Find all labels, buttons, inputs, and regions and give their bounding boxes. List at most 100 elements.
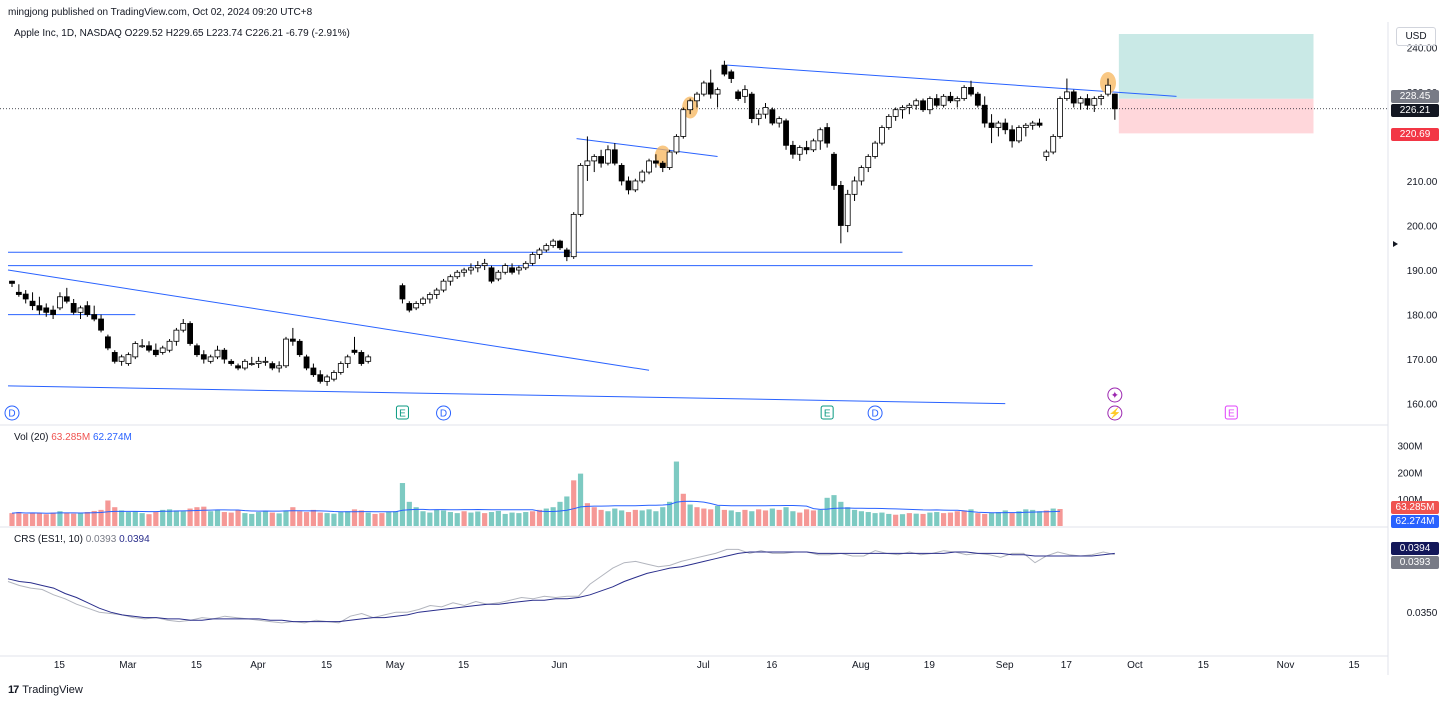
candle-body <box>289 338 296 342</box>
volume-bar <box>297 511 303 526</box>
volume-bar <box>310 509 316 526</box>
candle-body <box>995 122 1002 128</box>
candle-body <box>146 345 152 351</box>
volume-axis-tick: 200M <box>1397 468 1422 479</box>
volume-bar <box>50 512 56 526</box>
candle-body <box>947 95 954 102</box>
candle-body <box>584 160 591 166</box>
volume-bar <box>954 511 960 526</box>
crs-label[interactable]: CRS (ES1!, 10) <box>14 534 83 545</box>
volume-bar <box>187 508 193 526</box>
volume-bar <box>838 501 844 526</box>
volume-axis-tick: 300M <box>1397 441 1422 452</box>
volume-bar <box>735 512 741 526</box>
volume-bar <box>749 511 755 526</box>
volume-bar <box>440 510 447 526</box>
candle-body <box>132 343 139 358</box>
candle-body <box>454 271 461 278</box>
candle-body <box>70 303 77 313</box>
dividend-marker <box>867 405 883 421</box>
time-axis-tick: Apr <box>250 660 266 671</box>
candle-body <box>481 262 488 266</box>
volume-bar <box>43 514 49 526</box>
candle-body <box>742 89 748 97</box>
volume-bar <box>995 512 1001 526</box>
event-marker-label: ✦ <box>1111 391 1119 402</box>
volume-bar <box>454 513 460 526</box>
time-axis-tick: Oct <box>1127 660 1143 671</box>
volume-bar <box>406 501 412 526</box>
volume-tag: 63.285M <box>1391 501 1439 514</box>
candle-body <box>611 149 618 164</box>
volume-bar <box>105 500 111 526</box>
candle-body <box>803 147 810 151</box>
volume-bar <box>331 513 337 526</box>
volume-bar <box>23 513 29 526</box>
volume-bar <box>1030 509 1036 526</box>
volume-bar <box>393 511 399 526</box>
volume-bar <box>153 512 159 526</box>
volume-bar <box>776 509 782 526</box>
candle-body <box>899 107 906 111</box>
volume-bar <box>386 512 392 526</box>
volume-bar <box>262 511 269 526</box>
candle-body <box>851 180 858 195</box>
volume-bar <box>564 496 570 526</box>
candle-body <box>824 127 831 144</box>
volume-bar <box>673 461 680 526</box>
volume-bar <box>742 509 748 526</box>
volume-bar <box>783 507 789 526</box>
crs-line <box>7 548 1115 624</box>
candle-body <box>358 352 365 364</box>
volume-legend: Vol (20) 63.285M 62.274M <box>14 432 132 443</box>
time-axis-tick: Nov <box>1277 660 1295 671</box>
crs-tag: 0.0393 <box>1391 556 1439 569</box>
volume-bar <box>667 501 673 526</box>
candle-body <box>557 240 563 249</box>
volume-ma-line <box>11 500 1061 514</box>
volume-bar <box>427 512 433 526</box>
candle-body <box>892 109 899 117</box>
candle-body <box>77 307 84 313</box>
candle-body <box>63 296 70 302</box>
volume-bar <box>598 509 604 526</box>
symbol-title[interactable]: Apple Inc, 1D, NASDAQ <box>14 28 122 39</box>
volume-bar <box>228 512 234 526</box>
volume-bar <box>180 511 186 526</box>
candle-body <box>844 193 851 226</box>
volume-bar <box>91 510 97 526</box>
volume-bar <box>714 505 721 526</box>
candle-body <box>543 245 550 251</box>
currency-badge[interactable]: USD <box>1396 27 1436 46</box>
candle-body <box>152 349 159 356</box>
candle-body <box>837 185 844 226</box>
volume-bar <box>221 512 227 526</box>
candle-body <box>769 109 776 124</box>
candle-body <box>344 356 351 364</box>
candle-body <box>707 82 714 95</box>
volume-bar <box>797 512 803 526</box>
candle-body <box>276 365 283 369</box>
event-marker-label: D <box>440 409 447 420</box>
volume-bar <box>1002 510 1008 526</box>
price-axis-tick: 190.00 <box>1407 266 1438 277</box>
candle-body <box>269 363 276 369</box>
volume-label[interactable]: Vol (20) <box>14 432 49 443</box>
candle-body <box>755 113 762 120</box>
trendline <box>7 385 1006 405</box>
volume-bar <box>584 503 590 526</box>
volume-bar <box>77 513 84 526</box>
candle-body <box>105 336 111 349</box>
candle-body <box>57 296 63 309</box>
footer-brand[interactable]: 17 TradingView <box>8 684 83 696</box>
volume-bar <box>249 513 255 526</box>
candle-body <box>15 291 22 295</box>
candle-body <box>180 323 187 331</box>
candle-body <box>1029 122 1036 126</box>
trendline <box>576 138 718 157</box>
volume-bar <box>872 513 878 526</box>
price-axis-tick: 210.00 <box>1407 177 1438 188</box>
candle-body <box>831 153 837 186</box>
candle-body <box>1070 91 1077 104</box>
